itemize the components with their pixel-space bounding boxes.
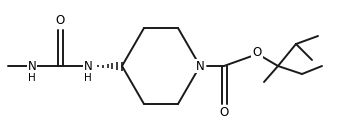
Text: N: N [196, 60, 204, 72]
Text: H: H [84, 73, 92, 83]
Text: N: N [28, 60, 36, 72]
Text: H: H [28, 73, 36, 83]
Text: O: O [55, 15, 65, 27]
Text: O: O [219, 107, 229, 119]
Text: N: N [84, 60, 92, 72]
Text: O: O [252, 46, 262, 60]
